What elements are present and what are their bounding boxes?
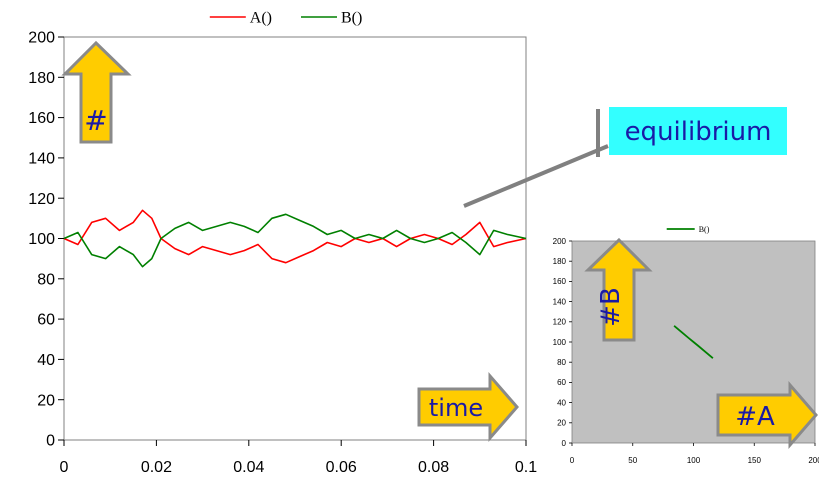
y-tick-label: 0	[562, 439, 567, 448]
callout-label: equilibrium	[625, 117, 772, 147]
legend-label: B()	[341, 10, 362, 27]
x-tick-label: 0	[570, 456, 575, 465]
y-axis-arrow: #	[61, 40, 132, 144]
y-tick-label: 140	[553, 297, 567, 306]
y-tick-label: 80	[557, 358, 566, 367]
inset-legend: B()	[666, 225, 710, 234]
main-legend: A() B()	[209, 10, 362, 27]
y-tick-label: 100	[28, 231, 55, 248]
main-axes: 0 20 40 60 80 100 120 140 160 180 200 0 0.02 0.04 0.06…	[28, 30, 537, 476]
inset-axes: 0 20 40 60 80 100 120 140 160 180 200 0 50 100 150 200	[553, 237, 819, 465]
up-arrow-icon	[61, 40, 132, 144]
y-tick-label: 180	[28, 70, 55, 87]
series-line-b	[63, 213, 527, 268]
right-arrow-icon	[716, 380, 818, 450]
y-tick-label: 20	[37, 392, 55, 409]
inset-series-group	[673, 325, 714, 359]
y-tick-label: 160	[28, 110, 55, 127]
x-tick-label: 150	[748, 456, 762, 465]
inset-x-arrow-label: #A	[735, 402, 775, 432]
x-tick-label: 0.08	[418, 459, 449, 476]
y-tick-label: 120	[553, 318, 567, 327]
y-tick-label: 80	[37, 271, 55, 288]
y-tick-label: 40	[557, 398, 566, 407]
y-tick-label: 120	[28, 191, 55, 208]
y-tick-label: 160	[553, 277, 567, 286]
inset-x-axis-arrow: #A	[716, 380, 818, 450]
x-tick-label: 100	[687, 456, 701, 465]
y-tick-label: 200	[553, 237, 567, 246]
x-axis-arrow: time	[417, 371, 519, 443]
legend-label: A()	[250, 10, 272, 27]
y-tick-label: 60	[37, 312, 55, 329]
y-tick-label: 200	[28, 30, 55, 47]
series-line-b	[673, 325, 714, 359]
inset-y-arrow-label: #B	[596, 287, 626, 327]
legend-label: B()	[699, 225, 710, 234]
x-tick-label: 0.06	[326, 459, 357, 476]
x-tick-label: 200	[808, 456, 819, 465]
callout-box	[609, 107, 787, 155]
y-tick-label: 20	[557, 419, 566, 428]
x-tick-label: 0.1	[515, 459, 537, 476]
x-tick-label: 50	[628, 456, 637, 465]
y-tick-label: 140	[28, 151, 55, 168]
x-tick-label: 0	[60, 459, 69, 476]
right-arrow-icon	[417, 371, 519, 443]
main-plot-area	[63, 36, 527, 441]
main-series-group	[63, 209, 527, 268]
x-tick-label: 0.02	[141, 459, 172, 476]
y-tick-label: 40	[37, 352, 55, 369]
series-line-a	[63, 209, 527, 264]
y-tick-label: 0	[46, 433, 55, 450]
y-tick-label: 180	[553, 257, 567, 266]
callout-pointer	[463, 144, 609, 208]
inset-y-axis-arrow: #B	[584, 237, 653, 342]
up-arrow-icon	[584, 237, 653, 342]
x-arrow-label: time	[429, 394, 483, 422]
x-tick-label: 0.04	[233, 459, 264, 476]
y-tick-label: 100	[553, 338, 567, 347]
y-arrow-label: #	[84, 104, 107, 137]
y-tick-label: 60	[557, 378, 566, 387]
